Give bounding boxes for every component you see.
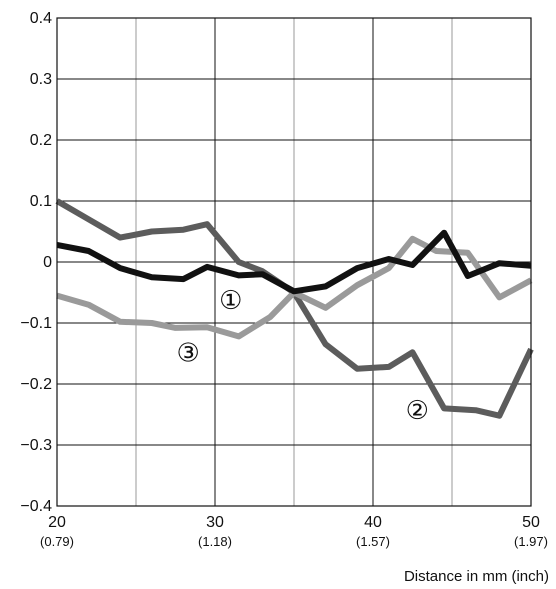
y-tick-label: 0 <box>43 254 52 271</box>
series-markers: ①③ ② <box>174 283 432 426</box>
plot-frame <box>56 17 532 507</box>
y-tick-label: 0.1 <box>30 193 52 210</box>
y-tick-label: 0.2 <box>30 132 52 149</box>
x-tick-label: 50 <box>522 514 540 531</box>
marker-background <box>216 283 245 314</box>
series-marker-label: ② <box>406 396 429 426</box>
y-tick-label: −0.4 <box>20 498 52 515</box>
x-tick-label: 30 <box>206 514 224 531</box>
y-tick-label: −0.2 <box>20 376 52 393</box>
series-line-3 <box>56 229 532 295</box>
series-marker-label: ③ <box>176 338 199 368</box>
marker-background <box>403 394 432 425</box>
x-tick-sublabel: (1.18) <box>198 534 232 549</box>
y-tick-label: −0.1 <box>20 315 52 332</box>
marker-background <box>174 336 203 367</box>
y-tick-label: 0.3 <box>30 71 52 88</box>
x-axis-label: Distance in mm (inch) <box>404 568 549 585</box>
x-tick-sublabel: (1.97) <box>514 534 548 549</box>
x-tick-label: 20 <box>48 514 66 531</box>
plot-border <box>56 17 532 507</box>
series-lines <box>55 198 534 419</box>
x-tick-label: 40 <box>364 514 382 531</box>
x-tick-sublabel: (1.57) <box>356 534 390 549</box>
y-tick-label: −0.3 <box>20 437 52 454</box>
x-tick-sublabel: (0.79) <box>40 534 74 549</box>
y-tick-label: 0.4 <box>30 10 52 27</box>
series-marker-label: ① <box>219 286 242 316</box>
x-axis-ticks: 20 (0.79) 30 (1.18) 40 (1.57) 50 (1.97) <box>40 514 548 549</box>
y-axis-ticks: 0.4 0.3 0.2 0.1 0 −0.1 −0.2 −0.3 −0.4 <box>20 10 52 515</box>
